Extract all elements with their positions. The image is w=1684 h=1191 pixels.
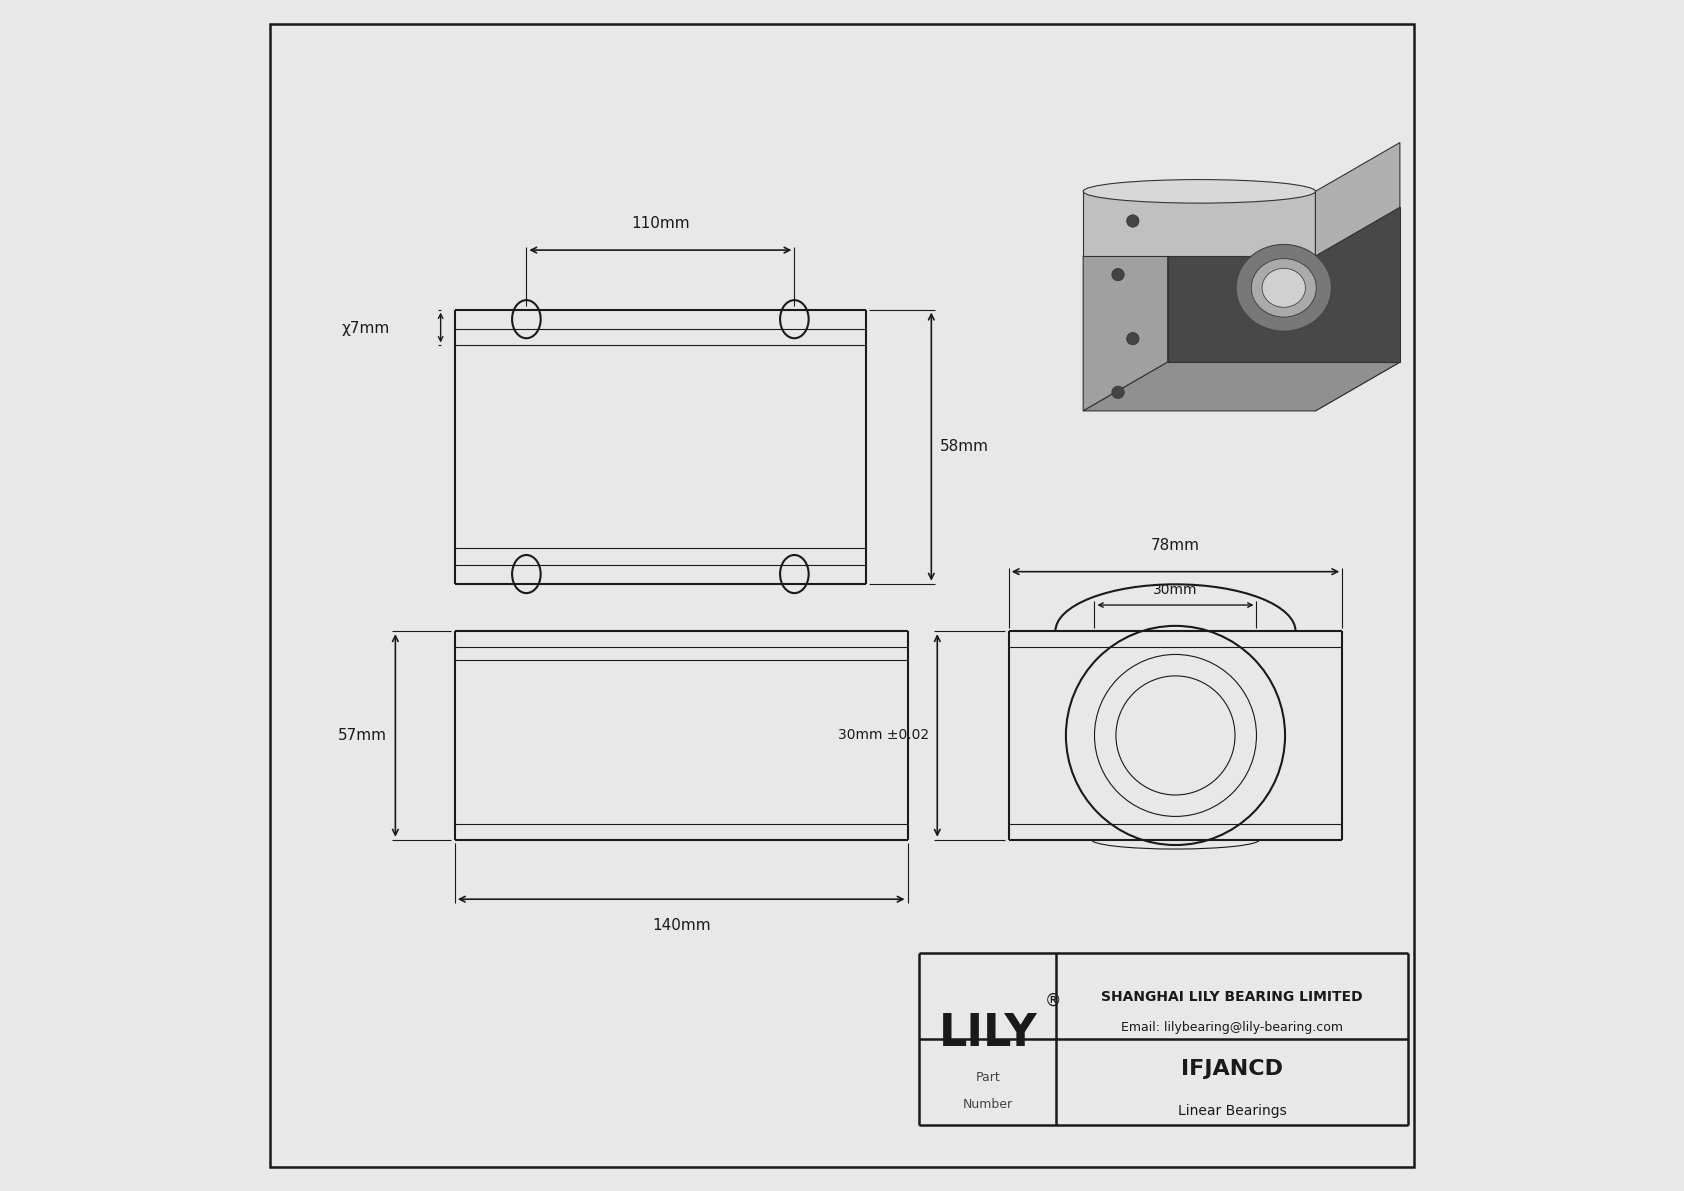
Circle shape <box>1111 268 1125 281</box>
Polygon shape <box>1083 207 1167 411</box>
Ellipse shape <box>1236 244 1332 331</box>
Text: Number: Number <box>963 1098 1012 1111</box>
Text: 140mm: 140mm <box>652 918 711 933</box>
Polygon shape <box>1167 207 1399 362</box>
Text: Part: Part <box>975 1071 1000 1084</box>
Text: 78mm: 78mm <box>1150 538 1201 553</box>
Polygon shape <box>1315 143 1399 256</box>
Polygon shape <box>1083 362 1399 411</box>
Ellipse shape <box>1083 180 1315 204</box>
Text: LILY: LILY <box>938 1011 1037 1055</box>
Ellipse shape <box>1251 258 1317 317</box>
Text: 58mm: 58mm <box>940 439 989 454</box>
Text: 30mm: 30mm <box>1154 582 1197 597</box>
Polygon shape <box>1083 207 1399 256</box>
Text: Email: lilybearing@lily-bearing.com: Email: lilybearing@lily-bearing.com <box>1122 1021 1342 1034</box>
Circle shape <box>1127 332 1138 345</box>
Circle shape <box>1111 386 1125 399</box>
Text: ®: ® <box>1046 992 1061 1010</box>
Text: Linear Bearings: Linear Bearings <box>1177 1104 1287 1117</box>
Circle shape <box>1127 214 1138 227</box>
Text: 30mm ±0.02: 30mm ±0.02 <box>839 729 930 742</box>
Text: IFJANCD: IFJANCD <box>1180 1059 1283 1079</box>
Ellipse shape <box>1261 268 1305 307</box>
Text: 57mm: 57mm <box>337 728 387 743</box>
Polygon shape <box>1315 207 1399 411</box>
Polygon shape <box>1083 192 1315 256</box>
Text: 110mm: 110mm <box>632 217 690 231</box>
Text: SHANGHAI LILY BEARING LIMITED: SHANGHAI LILY BEARING LIMITED <box>1101 991 1362 1004</box>
Text: χ7mm: χ7mm <box>342 322 389 336</box>
Polygon shape <box>1083 207 1399 256</box>
